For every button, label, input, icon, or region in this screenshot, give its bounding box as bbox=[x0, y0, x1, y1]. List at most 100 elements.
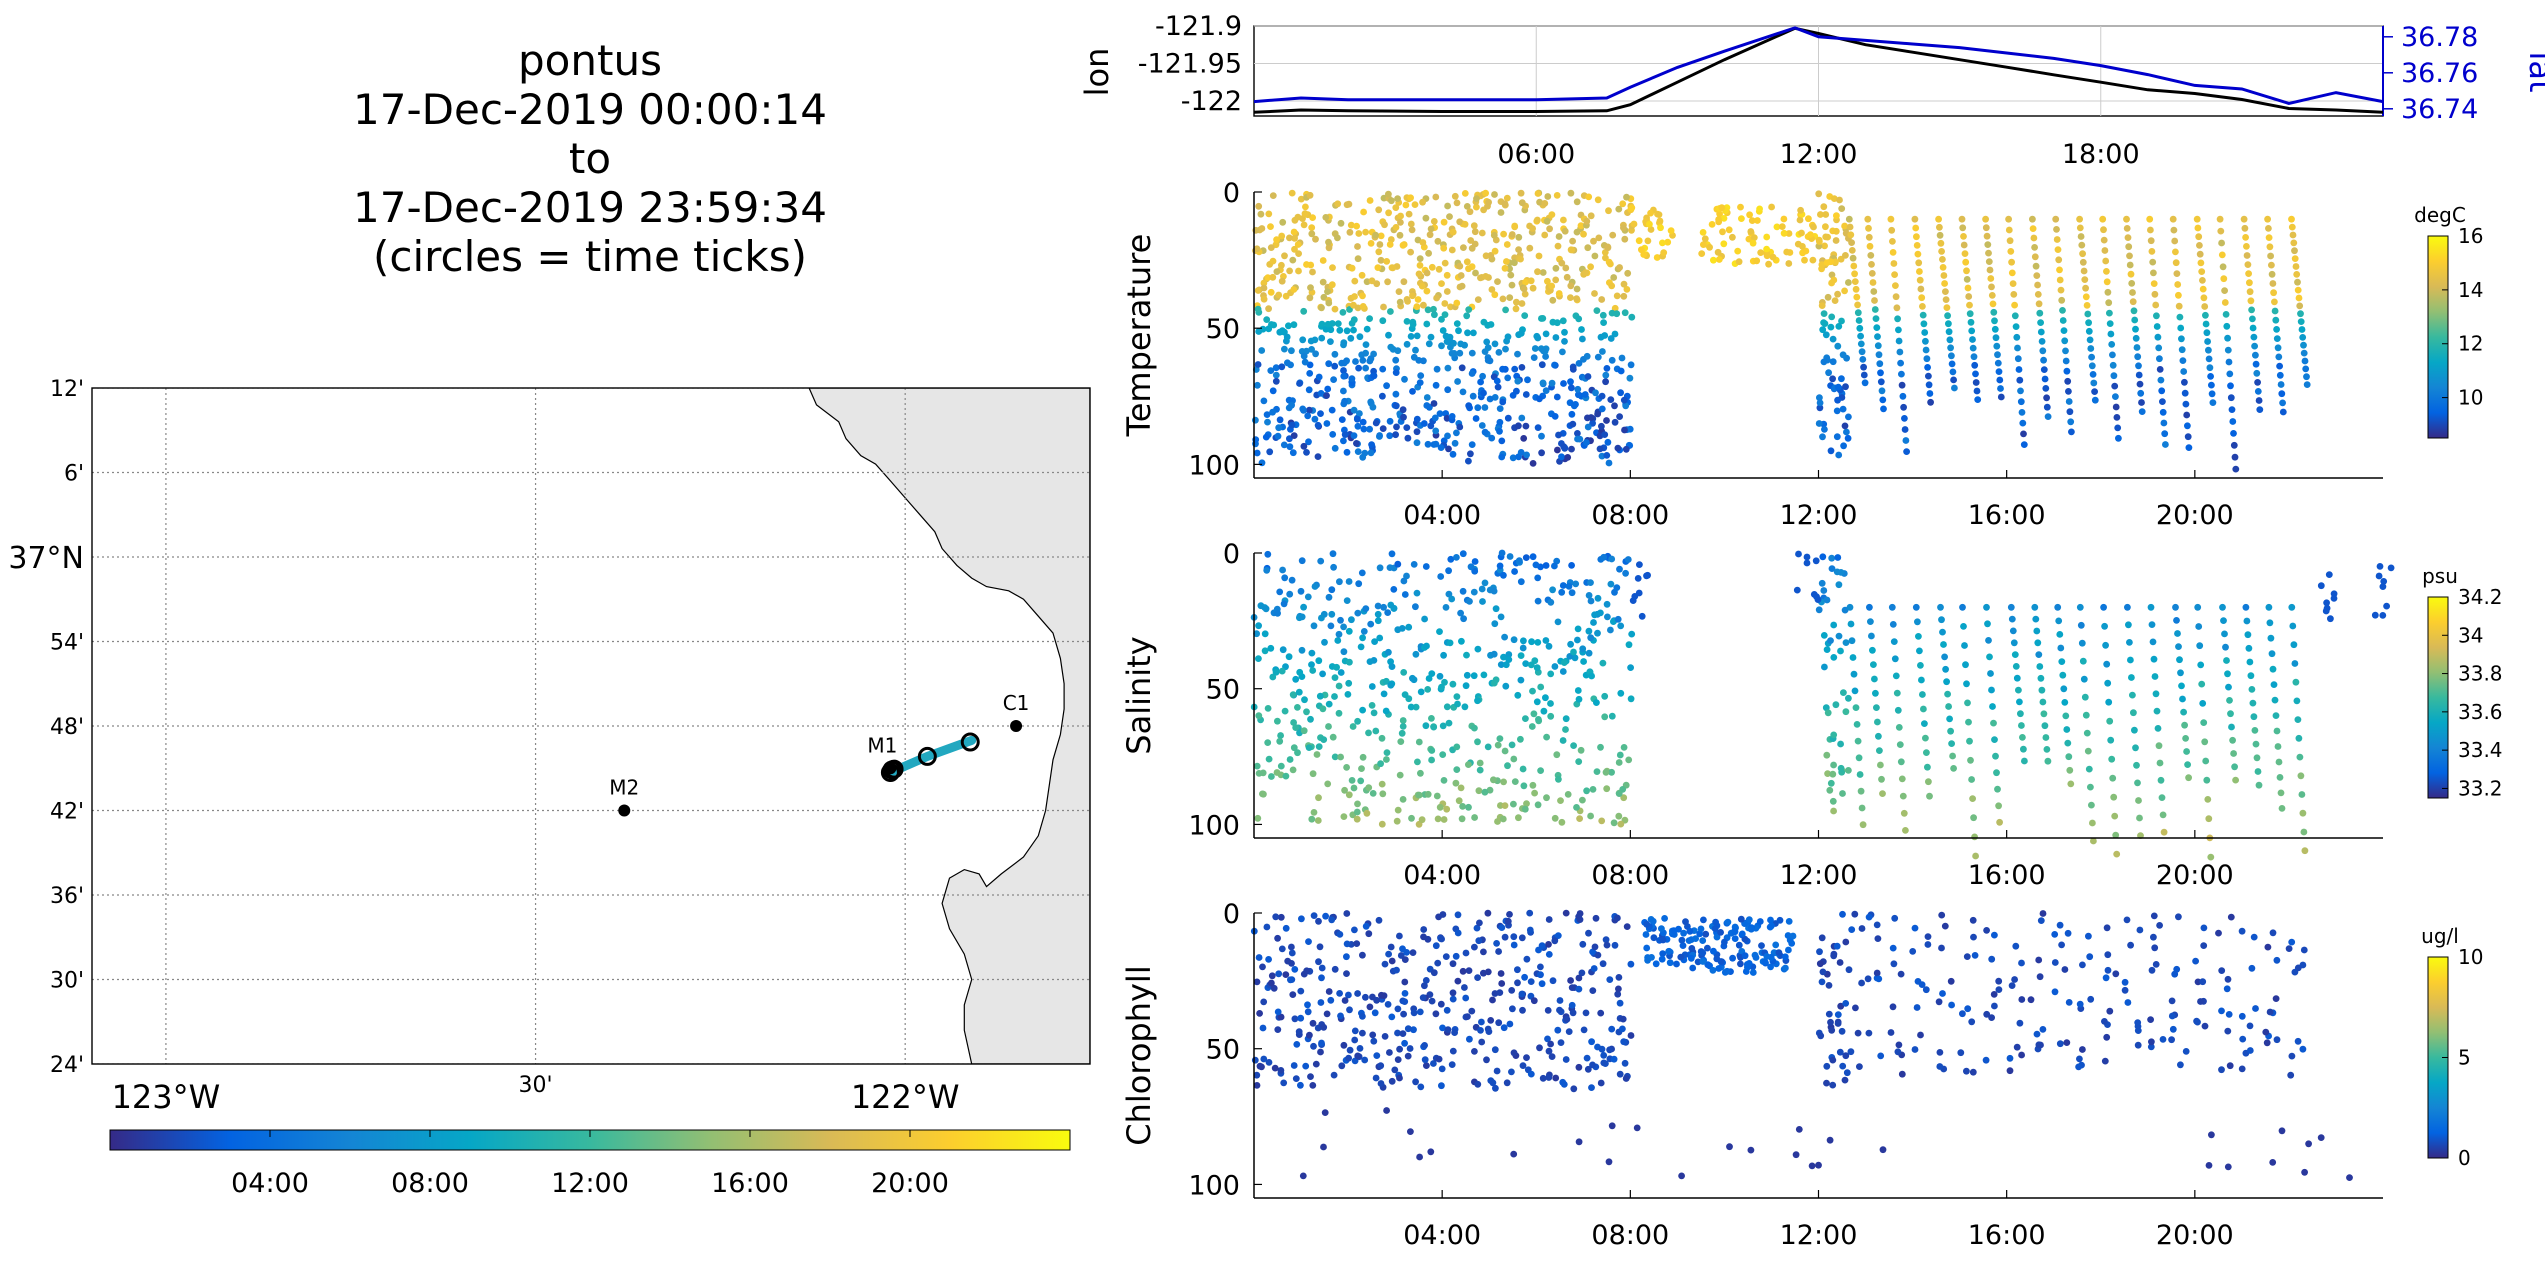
salinity-point bbox=[1263, 567, 1271, 574]
temperature-point bbox=[1501, 200, 1509, 208]
salinity-point bbox=[1565, 582, 1573, 590]
chlorophyll-point bbox=[1421, 1056, 1429, 1064]
temperature-point bbox=[2066, 408, 2074, 416]
chlorophyll-point bbox=[1579, 940, 1587, 948]
temperature-point bbox=[2173, 270, 2181, 277]
salinity-point bbox=[1401, 691, 1409, 698]
salinity-point bbox=[2199, 700, 2207, 707]
chlorophyll-point bbox=[1858, 979, 1865, 987]
temperature-point bbox=[1416, 262, 1424, 269]
chlorophyll-point bbox=[1795, 1126, 1803, 1133]
temperature-point bbox=[1305, 386, 1313, 394]
temperature-point bbox=[1284, 359, 1291, 367]
temperature-point bbox=[1258, 225, 1266, 232]
salinity-point bbox=[1540, 707, 1548, 715]
chlorophyll-point bbox=[1454, 929, 1462, 937]
salinity-point bbox=[1423, 642, 1430, 650]
salinity-point bbox=[1869, 646, 1876, 654]
temperature-point bbox=[1329, 431, 1337, 438]
salinity-axis-label: Salinity bbox=[1120, 636, 1158, 754]
salinity-point bbox=[1397, 738, 1405, 745]
salinity-point bbox=[1412, 603, 1419, 611]
salinity-point bbox=[2255, 781, 2263, 789]
chlorophyll-point bbox=[1704, 944, 1711, 952]
salinity-point bbox=[1255, 655, 1262, 662]
temperature-point bbox=[1350, 316, 1358, 324]
chlorophyll-point bbox=[1359, 1013, 1366, 1020]
salinity-point bbox=[1294, 749, 1301, 757]
temperature-point bbox=[1935, 215, 1942, 223]
salinity-point bbox=[1508, 741, 1516, 749]
temperature-point bbox=[1725, 226, 1733, 234]
chlorophyll-point bbox=[2147, 1043, 2155, 1051]
temperature-point bbox=[1616, 264, 1623, 271]
temperature-point bbox=[1868, 261, 1875, 268]
temperature-point bbox=[1254, 361, 1262, 368]
temperature-point bbox=[1397, 219, 1404, 226]
map-panel: 12'6'37°N54'48'42'36'30'24' 123°W 30' 122°… bbox=[8, 377, 1091, 1199]
salinity-point bbox=[2195, 623, 2203, 630]
chlorophyll-point bbox=[1829, 1081, 1837, 1089]
temperature-point bbox=[1785, 260, 1793, 267]
salinity-point bbox=[2379, 612, 2387, 619]
salinity-point bbox=[1331, 693, 1338, 700]
temperature-point bbox=[2243, 243, 2250, 250]
temperature-point bbox=[1456, 262, 1464, 270]
salinity-point bbox=[1899, 792, 1907, 800]
salinity-point bbox=[1308, 661, 1315, 668]
temperature-point bbox=[1304, 412, 1312, 420]
salinity-point bbox=[2036, 663, 2044, 670]
salinity-point bbox=[1428, 747, 1436, 754]
map-lon-tick-label: 30' bbox=[519, 1073, 553, 1098]
temperature-point bbox=[1647, 226, 1655, 233]
temperature-point bbox=[1640, 251, 1648, 258]
temperature-point bbox=[1420, 420, 1428, 427]
salinity-point bbox=[2125, 621, 2132, 629]
chlorophyll-point bbox=[1715, 965, 1723, 972]
temperature-point bbox=[2170, 226, 2178, 234]
salinity-point bbox=[1279, 646, 1287, 654]
salinity-point bbox=[1823, 646, 1831, 653]
temperature-point bbox=[1274, 432, 1282, 440]
temperature-point bbox=[1301, 210, 1309, 218]
temperature-point bbox=[1416, 255, 1424, 262]
temperature-point bbox=[1965, 293, 1973, 300]
salinity-point bbox=[1458, 815, 1466, 823]
salinity-point bbox=[1486, 786, 1494, 794]
temperature-point bbox=[1605, 459, 1613, 467]
temperature-point bbox=[1506, 294, 1514, 301]
temperature-point bbox=[1388, 197, 1395, 205]
chlorophyll-point bbox=[1381, 960, 1389, 968]
temperature-point bbox=[1901, 426, 1909, 433]
salinity-point bbox=[1504, 762, 1511, 770]
temperature-point bbox=[1263, 411, 1271, 418]
y-tick-label: 50 bbox=[1206, 314, 1240, 345]
map-lat-tick-labels: 12'6'37°N54'48'42'36'30'24' bbox=[8, 377, 84, 1078]
chlorophyll-point bbox=[1970, 933, 1977, 941]
chlorophyll-point bbox=[1351, 1036, 1359, 1044]
chlorophyll-point bbox=[1538, 980, 1546, 988]
temperature-point bbox=[1399, 241, 1407, 249]
temperature-point bbox=[1572, 401, 1579, 408]
salinity-point bbox=[2106, 717, 2114, 725]
temperature-point bbox=[1267, 223, 1274, 231]
temperature-point bbox=[1561, 328, 1568, 336]
temperature-point bbox=[1657, 224, 1664, 232]
chlorophyll-point bbox=[1346, 1046, 1354, 1054]
chlorophyll-point bbox=[1471, 943, 1478, 951]
temperature-point bbox=[1939, 256, 1946, 263]
temperature-point bbox=[1551, 413, 1559, 420]
chlorophyll-point bbox=[1309, 1019, 1317, 1027]
temperature-point bbox=[2017, 398, 2025, 406]
salinity-point bbox=[1453, 693, 1461, 700]
salinity-point bbox=[1993, 769, 2000, 777]
chlorophyll-point bbox=[2058, 941, 2066, 949]
temperature-point bbox=[1591, 290, 1598, 297]
salinity-point bbox=[1359, 706, 1366, 714]
salinity-point bbox=[1331, 753, 1339, 761]
chlorophyll-point bbox=[2103, 1033, 2111, 1041]
salinity-point bbox=[2059, 671, 2067, 679]
salinity-point bbox=[1568, 589, 1576, 597]
temperature-point bbox=[2012, 323, 2020, 330]
temperature-point bbox=[1850, 262, 1858, 270]
